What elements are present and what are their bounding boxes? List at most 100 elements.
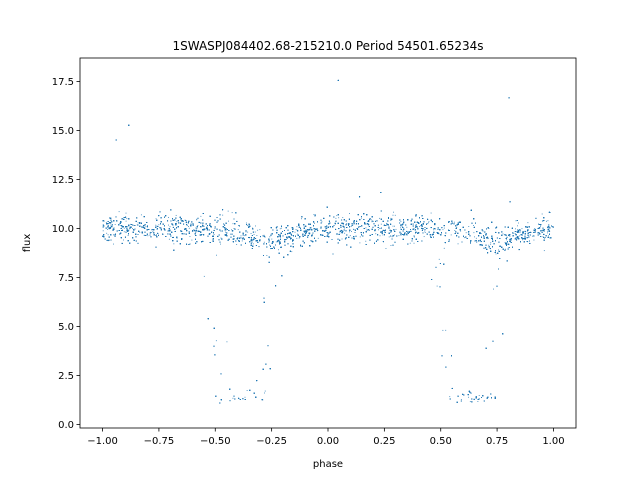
data-point — [278, 249, 279, 251]
data-point — [269, 236, 271, 238]
data-point — [191, 239, 193, 241]
data-point — [423, 236, 425, 238]
data-point — [518, 235, 520, 237]
data-point — [449, 396, 451, 398]
data-point — [168, 216, 169, 218]
data-point — [256, 235, 258, 236]
data-point — [197, 225, 199, 227]
data-point — [158, 224, 160, 226]
data-point — [303, 226, 305, 228]
data-point — [490, 242, 492, 244]
data-point — [298, 237, 300, 239]
data-point — [514, 228, 516, 230]
data-point — [102, 230, 104, 232]
data-point — [517, 225, 518, 227]
data-point — [454, 230, 456, 231]
data-point — [246, 390, 248, 391]
data-point — [168, 238, 170, 240]
data-point — [377, 225, 379, 227]
data-point — [144, 234, 146, 236]
data-point — [403, 223, 405, 225]
data-point — [438, 258, 440, 260]
data-point — [391, 236, 393, 238]
data-point — [264, 390, 266, 392]
data-point — [126, 229, 128, 231]
data-point — [207, 228, 209, 230]
data-point — [126, 218, 128, 220]
data-point — [400, 227, 402, 229]
data-point — [129, 223, 131, 225]
data-point — [110, 223, 112, 225]
data-point — [541, 229, 543, 231]
data-point — [379, 217, 381, 219]
data-point — [399, 232, 401, 234]
data-point — [378, 229, 379, 231]
data-point — [203, 225, 205, 227]
data-point — [220, 243, 221, 245]
data-point — [372, 220, 374, 222]
data-point — [442, 329, 444, 331]
data-point — [241, 240, 243, 242]
data-point — [493, 288, 494, 290]
data-point — [460, 230, 462, 232]
data-point — [424, 230, 426, 232]
data-point — [394, 225, 395, 227]
data-point — [105, 221, 107, 223]
data-point — [390, 245, 392, 246]
data-point — [240, 235, 242, 237]
data-point — [394, 214, 396, 216]
data-point — [543, 230, 545, 232]
data-point — [463, 237, 465, 239]
data-point — [294, 231, 296, 233]
data-point — [191, 230, 193, 232]
data-point — [342, 217, 344, 219]
data-point — [212, 239, 214, 241]
data-point — [551, 225, 552, 227]
data-point — [469, 401, 471, 403]
data-point — [370, 219, 372, 221]
data-point — [368, 225, 370, 227]
data-point — [200, 233, 202, 235]
data-point — [354, 223, 356, 225]
data-point — [390, 217, 392, 219]
data-point — [415, 225, 416, 227]
data-point — [253, 233, 255, 235]
data-point — [474, 236, 475, 238]
data-point — [477, 401, 479, 402]
scatter-points — [102, 79, 554, 404]
data-point — [532, 235, 534, 237]
data-point — [380, 231, 382, 233]
data-point — [360, 217, 362, 219]
data-point — [176, 221, 178, 223]
data-point — [341, 231, 342, 233]
data-point — [186, 222, 188, 224]
data-point — [544, 237, 546, 239]
data-point — [196, 227, 198, 229]
data-point — [151, 229, 153, 231]
data-point — [233, 228, 235, 229]
data-point — [521, 228, 523, 230]
data-point — [228, 220, 229, 222]
data-point — [365, 240, 367, 242]
data-point — [334, 222, 336, 224]
data-point — [525, 231, 527, 233]
data-point — [460, 399, 462, 400]
data-point — [407, 231, 408, 233]
data-point — [114, 224, 116, 225]
data-point — [213, 234, 215, 235]
data-point — [154, 234, 156, 236]
data-point — [470, 243, 471, 244]
data-point — [173, 243, 175, 245]
data-point — [430, 212, 432, 214]
data-point — [270, 248, 272, 250]
data-point — [346, 223, 348, 225]
data-point — [351, 231, 352, 232]
data-point — [392, 225, 394, 227]
data-point — [393, 211, 395, 213]
data-point — [375, 233, 377, 235]
data-point — [404, 234, 406, 236]
data-point — [131, 226, 133, 228]
data-point — [188, 227, 190, 229]
data-point — [419, 226, 421, 228]
data-point — [400, 220, 402, 222]
